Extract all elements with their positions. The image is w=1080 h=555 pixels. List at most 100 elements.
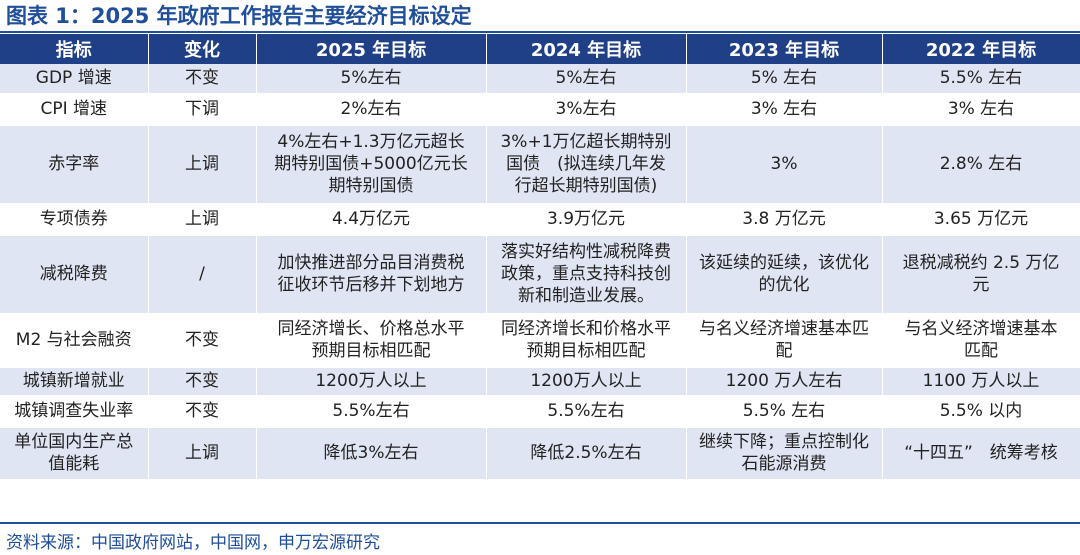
cell-line: 5% 左右 <box>750 68 818 89</box>
cell-y2024: 3%+1万亿超长期特别 国债 (拟连续几年发 行超长期特别国债) <box>486 124 687 206</box>
cell-y2025: 5%左右 <box>256 64 487 96</box>
cell-line: 预期目标相匹配 <box>311 341 431 361</box>
header-indicator: 指标 <box>0 34 149 64</box>
cell-line: 元 <box>972 275 990 295</box>
cell-y2024: 同经济增长和价格水平 预期目标相匹配 <box>486 314 687 368</box>
cell-line: 同经济增长和价格水平 <box>501 319 671 339</box>
cell-change: 不变 <box>148 396 257 428</box>
cell-line: 3%左右 <box>555 99 617 119</box>
cell-line: 2.8% 左右 <box>939 154 1023 174</box>
cell-y2025: 2%左右 <box>256 94 487 126</box>
cell-indicator: CPI 增速 <box>0 94 149 126</box>
cell-y2025: 4.4万亿元 <box>256 204 487 236</box>
cell-y2025: 4%左右+1.3万亿元超长 期特别国债+5000亿元长 期特别国债 <box>256 124 487 206</box>
cell-y2022: 1100 万人以上 <box>882 366 1080 398</box>
cell-line: 4.4万亿元 <box>331 209 411 229</box>
cell-line: 1200万人以上 <box>315 371 427 391</box>
cell-change: 上调 <box>148 124 257 206</box>
cell-line: 4%左右+1.3万亿元超长 <box>277 132 465 152</box>
cell-line: 国债 (拟连续几年发 <box>506 154 666 174</box>
cell-line: 行超长期特别国债) <box>514 176 658 196</box>
cell-y2023: 该延续的延续，该优化 的优化 <box>686 234 883 316</box>
cell-y2022: 5.5% 以内 <box>882 396 1080 428</box>
cell-indicator: 单位国内生产总 值能耗 <box>0 426 149 482</box>
cell-y2023: 3% 左右 <box>686 94 883 126</box>
table-row: 城镇调查失业率 不变 5.5%左右 5.5%左右 5.5% 左右 5.5% 以内 <box>0 396 1080 428</box>
cell-line: 单位国内生产总 <box>14 432 134 452</box>
cell-y2022: 3% 左右 <box>882 94 1080 126</box>
cell-line: 同经济增长、价格总水平 <box>277 319 465 339</box>
cell-change: 不变 <box>148 64 257 96</box>
cell-y2023: 5.5% 左右 <box>686 396 883 428</box>
header-2025: 2025 年目标 <box>256 34 487 64</box>
cell-line: 5.5%左右 <box>332 401 410 421</box>
cell-y2025: 1200万人以上 <box>256 366 487 398</box>
cell-change: 下调 <box>148 94 257 126</box>
cell-line: 5.5% 以内 <box>939 401 1023 421</box>
cell-change: 上调 <box>148 204 257 236</box>
table-row: 赤字率 上调 4%左右+1.3万亿元超长 期特别国债+5000亿元长 期特别国债 3%+1… <box>0 124 1080 206</box>
cell-indicator: 专项债券 <box>0 204 149 236</box>
cell-indicator: 城镇调查失业率 <box>0 396 149 428</box>
cell-indicator: 减税降费 <box>0 234 149 316</box>
cell-y2025: 降低3%左右 <box>256 426 487 482</box>
cell-y2024: 5%左右 <box>486 64 687 96</box>
source-note: 资料来源：中国政府网站，中国网，申万宏源研究 <box>6 533 380 553</box>
cell-y2022: 退税减税约 2.5 万亿元 <box>882 234 1080 316</box>
table-row: GDP 增速 不变 5%左右 5%左右 5% 左右 5.5% 左右 <box>0 64 1080 96</box>
cell-line: 新和制造业发展。 <box>518 286 654 306</box>
cell-y2022: 5.5% 左右 <box>882 64 1080 96</box>
cell-line: 3% <box>770 154 798 174</box>
footer-rule <box>0 522 1080 524</box>
cell-line: 5%左右 <box>555 68 617 89</box>
cell-line: 1200万人以上 <box>530 371 642 391</box>
cell-line: “十四五” 统筹考核 <box>904 443 1058 463</box>
table-row: 城镇新增就业 不变 1200万人以上 1200万人以上 1200 万人左右 1100 万人… <box>0 366 1080 398</box>
table-row: 减税降费 / 加快推进部分品目消费税 征收环节后移并下划地方 落实好结构性减税降费 政策，… <box>0 234 1080 316</box>
cell-y2022: “十四五” 统筹考核 <box>882 426 1080 482</box>
cell-change: 上调 <box>148 426 257 482</box>
cell-line: 3.65 万亿元 <box>933 209 1029 229</box>
cell-line: 继续下降；重点控制化 <box>699 432 869 452</box>
header-2024: 2024 年目标 <box>486 34 687 64</box>
cell-y2022: 与名义经济增速基本 匹配 <box>882 314 1080 368</box>
cell-line: 值能耗 <box>48 454 100 474</box>
title-rule <box>0 31 1080 33</box>
cell-line: 该延续的延续，该优化 <box>699 253 869 273</box>
header-2022: 2022 年目标 <box>882 34 1080 64</box>
cell-y2023: 3.8 万亿元 <box>686 204 883 236</box>
cell-y2023: 5% 左右 <box>686 64 883 96</box>
cell-line: 3% 左右 <box>750 99 818 119</box>
cell-line: 5.5% 左右 <box>742 401 826 421</box>
cell-y2023: 1200 万人左右 <box>686 366 883 398</box>
cell-line: 5.5% 左右 <box>939 68 1023 89</box>
header-2023: 2023 年目标 <box>686 34 883 64</box>
cell-line: 匹配 <box>964 341 998 361</box>
cell-y2024: 1200万人以上 <box>486 366 687 398</box>
cell-y2024: 降低2.5%左右 <box>486 426 687 482</box>
targets-table: 指标 变化 2025 年目标 2024 年目标 2023 年目标 2022 年目… <box>0 34 1080 482</box>
cell-indicator: 城镇新增就业 <box>0 366 149 398</box>
cell-line: 1200 万人左右 <box>725 371 843 391</box>
cell-line: 退税减税约 2.5 万亿 <box>902 253 1060 273</box>
table-body: GDP 增速 不变 5%左右 5%左右 5% 左右 5.5% 左右 CPI 增速 下调 2%左右… <box>0 64 1080 482</box>
cell-y2023: 与名义经济增速基本匹配 <box>686 314 883 368</box>
cell-line: 5%左右 <box>340 68 402 89</box>
cell-line: 2%左右 <box>340 99 402 119</box>
cell-line: 3.8 万亿元 <box>742 209 826 229</box>
cell-change: / <box>148 234 257 316</box>
cell-line: 征收环节后移并下划地方 <box>277 275 465 295</box>
table-row: 单位国内生产总 值能耗 上调 降低3%左右 降低2.5%左右 继续下降；重点控制化 石能源消… <box>0 426 1080 482</box>
cell-line: 预期目标相匹配 <box>526 341 646 361</box>
cell-line: 与名义经济增速基本匹 <box>699 319 869 339</box>
cell-indicator: 赤字率 <box>0 124 149 206</box>
cell-y2024: 3.9万亿元 <box>486 204 687 236</box>
cell-indicator: GDP 增速 <box>0 64 149 96</box>
cell-line: 降低3%左右 <box>323 443 419 463</box>
cell-y2024: 3%左右 <box>486 94 687 126</box>
cell-line: 的优化 <box>758 275 810 295</box>
cell-y2025: 5.5%左右 <box>256 396 487 428</box>
cell-y2024: 落实好结构性减税降费 政策，重点支持科技创 新和制造业发展。 <box>486 234 687 316</box>
cell-line: 1100 万人以上 <box>922 371 1040 391</box>
cell-change: 不变 <box>148 314 257 368</box>
